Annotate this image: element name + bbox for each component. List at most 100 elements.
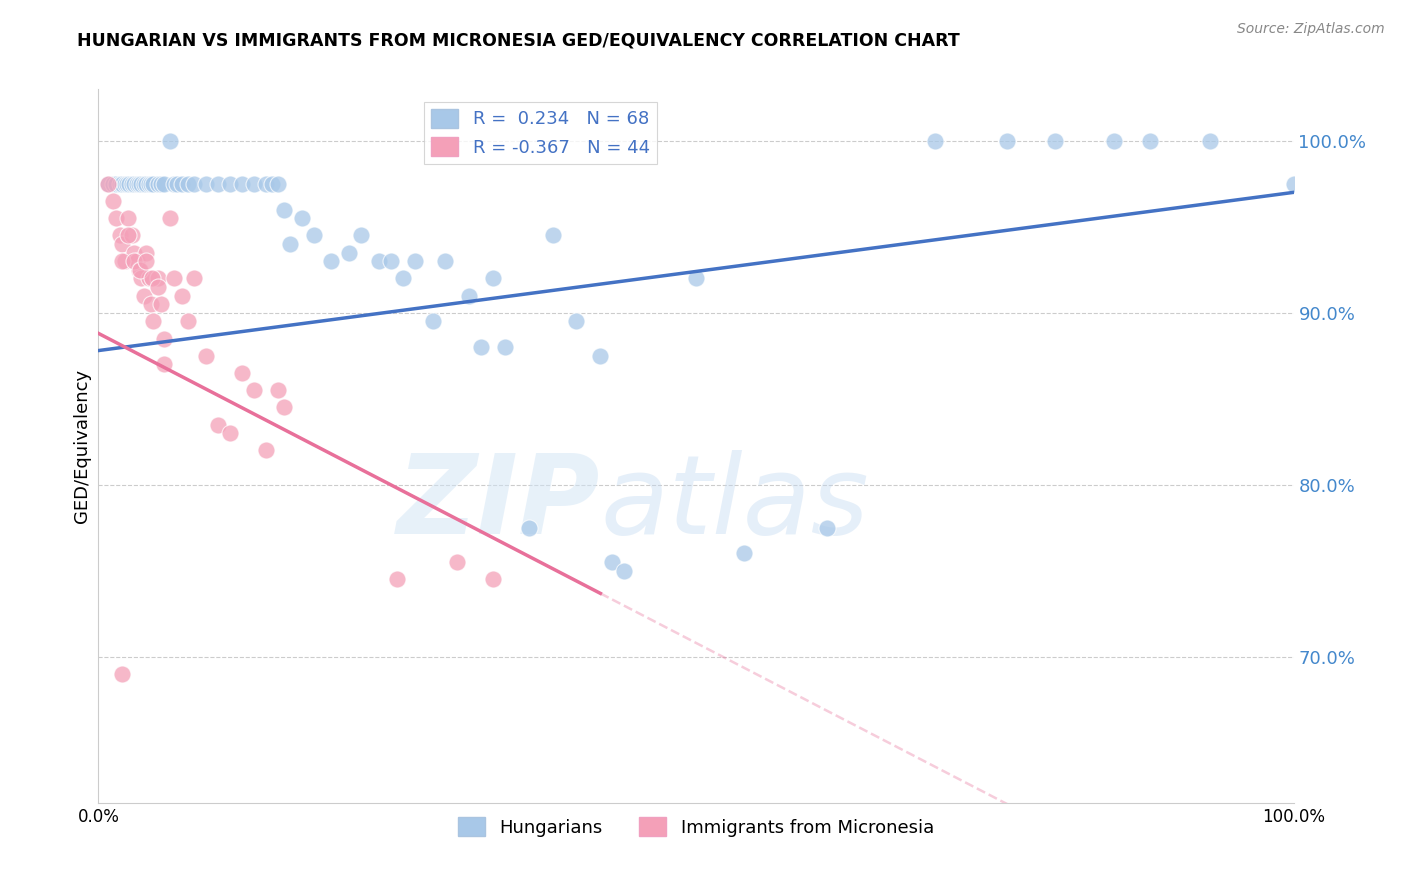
Point (142, 177, 165, 191)
Point (111, 236, 134, 251)
Point (924, 134, 946, 148)
Point (434, 254, 457, 268)
Point (111, 666, 134, 681)
Text: Source: ZipAtlas.com: Source: ZipAtlas.com (1237, 22, 1385, 37)
Point (149, 297, 172, 311)
Point (446, 555, 468, 569)
Point (135, 245, 157, 260)
Point (128, 177, 150, 191)
Point (138, 177, 160, 191)
Point (97, 177, 120, 191)
Point (121, 228, 143, 243)
Point (177, 177, 200, 191)
Point (267, 383, 290, 397)
Point (231, 366, 253, 380)
Point (291, 211, 314, 226)
Point (115, 177, 138, 191)
Point (97, 177, 120, 191)
Point (118, 177, 141, 191)
Point (273, 401, 295, 415)
Point (1199, 134, 1222, 148)
Text: HUNGARIAN VS IMMIGRANTS FROM MICRONESIA GED/EQUIVALENCY CORRELATION CHART: HUNGARIAN VS IMMIGRANTS FROM MICRONESIA … (77, 31, 960, 49)
Point (243, 383, 266, 397)
Point (139, 177, 162, 191)
Point (260, 177, 283, 191)
Point (163, 271, 186, 285)
Point (1139, 134, 1161, 148)
Point (111, 177, 134, 191)
Point (114, 177, 136, 191)
Point (481, 572, 505, 586)
Point (207, 417, 229, 432)
Point (183, 177, 205, 191)
Text: ZIP: ZIP (396, 450, 600, 557)
Point (129, 262, 152, 277)
Point (132, 288, 155, 302)
Point (195, 349, 218, 363)
Point (117, 228, 139, 243)
Point (321, 254, 343, 268)
Point (159, 134, 181, 148)
Point (132, 177, 155, 191)
Point (589, 349, 612, 363)
Point (135, 254, 157, 268)
Point (101, 177, 124, 191)
Point (995, 134, 1018, 148)
Point (124, 245, 146, 260)
Point (243, 177, 266, 191)
Point (195, 177, 218, 191)
Point (163, 177, 186, 191)
Point (733, 546, 755, 560)
Point (153, 177, 176, 191)
Point (142, 314, 165, 328)
Point (685, 271, 707, 285)
Point (1104, 134, 1126, 148)
Point (613, 564, 636, 578)
Point (231, 177, 253, 191)
Legend: Hungarians, Immigrants from Micronesia: Hungarians, Immigrants from Micronesia (451, 810, 941, 844)
Point (149, 177, 172, 191)
Point (135, 177, 157, 191)
Point (105, 177, 128, 191)
Point (159, 211, 181, 226)
Point (125, 177, 148, 191)
Point (153, 357, 176, 371)
Y-axis label: GED/Equivalency: GED/Equivalency (73, 369, 91, 523)
Point (1282, 177, 1305, 191)
Point (541, 228, 564, 243)
Point (470, 340, 492, 354)
Point (302, 228, 325, 243)
Point (166, 177, 188, 191)
Point (177, 314, 200, 328)
Point (267, 177, 290, 191)
Point (219, 426, 242, 441)
Point (128, 262, 150, 277)
Point (148, 280, 170, 294)
Text: atlas: atlas (600, 450, 869, 557)
Point (517, 521, 540, 535)
Point (350, 228, 373, 243)
Point (273, 202, 295, 217)
Point (124, 254, 146, 268)
Point (422, 314, 444, 328)
Point (108, 228, 131, 243)
Point (1043, 134, 1066, 148)
Point (219, 177, 242, 191)
Point (494, 340, 516, 354)
Point (121, 177, 143, 191)
Point (141, 271, 163, 285)
Point (117, 211, 139, 226)
Point (114, 254, 136, 268)
Point (339, 245, 361, 260)
Point (481, 271, 505, 285)
Point (565, 314, 588, 328)
Point (108, 177, 131, 191)
Point (131, 271, 153, 285)
Point (254, 177, 277, 191)
Point (111, 254, 134, 268)
Point (139, 297, 162, 311)
Point (183, 271, 205, 285)
Point (125, 254, 148, 268)
Point (207, 177, 229, 191)
Point (153, 332, 176, 346)
